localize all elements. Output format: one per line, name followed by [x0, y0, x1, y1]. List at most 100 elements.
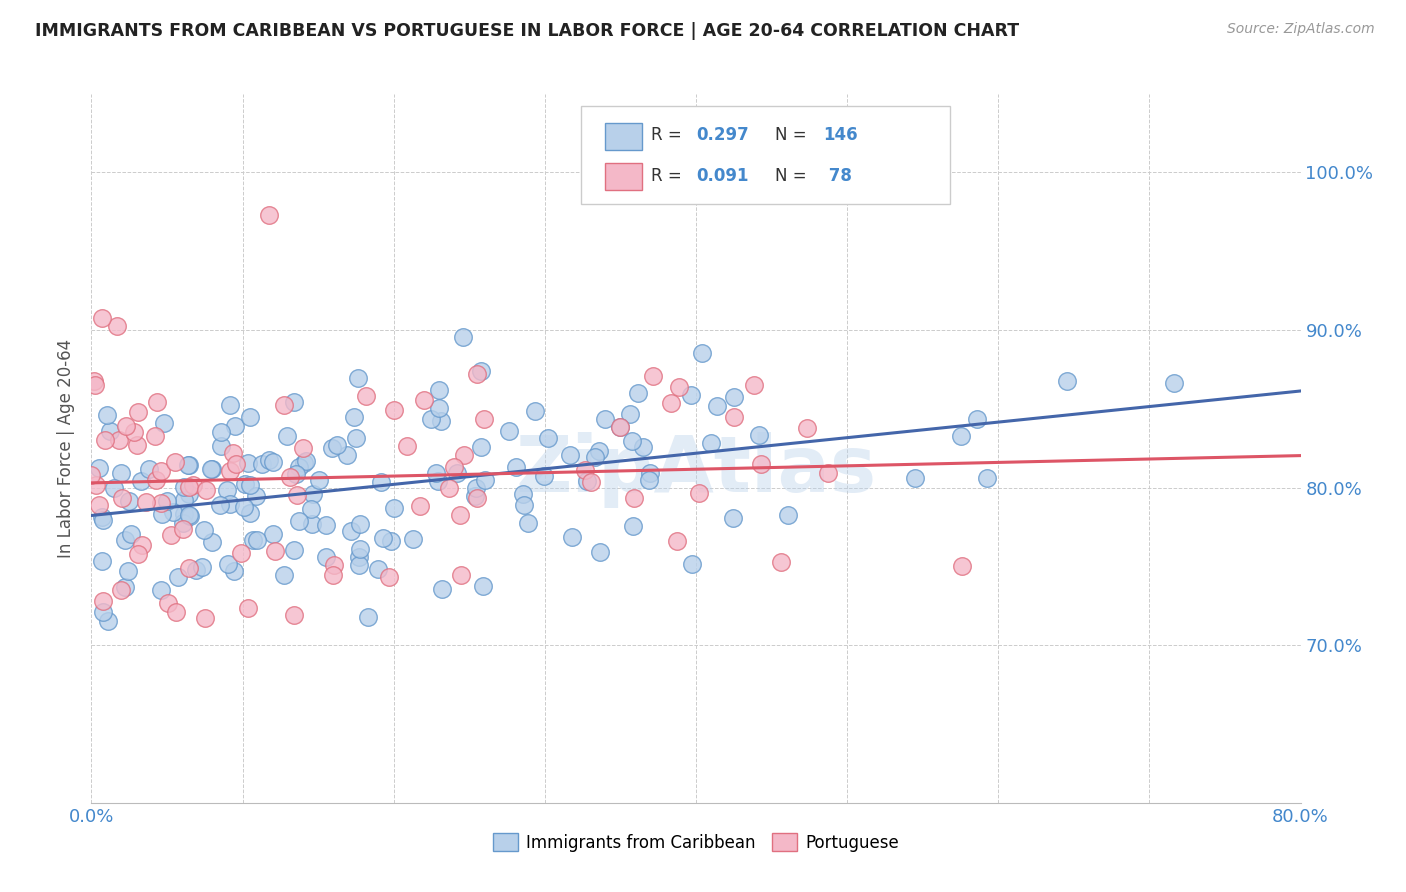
Point: [641, 369, 664, 384]
Point: [357, 610, 380, 624]
Point: [474, 473, 496, 487]
Point: [349, 516, 371, 531]
Point: [742, 378, 765, 392]
Point: [143, 429, 166, 443]
Point: [465, 368, 488, 382]
Point: [315, 550, 337, 565]
Point: [80, 467, 103, 482]
Point: [620, 434, 643, 448]
Point: [108, 433, 131, 447]
Point: [285, 488, 308, 502]
Point: [950, 559, 973, 574]
Point: [233, 476, 256, 491]
Point: [427, 401, 450, 416]
Point: [236, 601, 259, 615]
Point: [579, 475, 602, 490]
Point: [229, 546, 252, 560]
Point: [292, 457, 315, 471]
Y-axis label: In Labor Force | Age 20-64: In Labor Force | Age 20-64: [58, 339, 76, 558]
Text: 146: 146: [823, 127, 858, 145]
Point: [402, 532, 425, 546]
Point: [257, 453, 280, 467]
Point: [413, 392, 436, 407]
Point: [135, 495, 157, 509]
Point: [464, 489, 486, 503]
Point: [110, 582, 132, 597]
Point: [378, 570, 401, 584]
Point: [127, 437, 149, 451]
Point: [245, 489, 267, 503]
Point: [574, 463, 596, 477]
Point: [966, 412, 988, 426]
Bar: [605, 163, 641, 190]
Point: [262, 527, 284, 541]
Point: [380, 533, 402, 548]
Point: [200, 462, 222, 476]
Point: [395, 439, 418, 453]
Text: R =: R =: [651, 127, 688, 145]
Point: [87, 499, 110, 513]
Point: [127, 547, 149, 561]
Point: [524, 403, 547, 417]
Point: [201, 534, 224, 549]
Point: [194, 611, 217, 625]
Point: [103, 481, 125, 495]
Text: IMMIGRANTS FROM CARIBBEAN VS PORTUGUESE IN LABOR FORCE | AGE 20-64 CORRELATION C: IMMIGRANTS FROM CARIBBEAN VS PORTUGUESE …: [35, 22, 1019, 40]
Point: [512, 487, 534, 501]
Point: [637, 473, 659, 487]
Point: [225, 457, 247, 471]
Point: [177, 486, 200, 500]
Point: [153, 416, 176, 430]
Point: [335, 448, 357, 462]
Point: [904, 471, 927, 485]
Point: [283, 543, 305, 558]
Point: [150, 583, 173, 598]
Point: [91, 510, 114, 524]
Point: [609, 419, 631, 434]
Point: [533, 468, 555, 483]
Point: [222, 565, 245, 579]
Point: [167, 570, 190, 584]
Point: [217, 557, 239, 571]
Text: N =: N =: [775, 167, 811, 185]
Point: [427, 383, 450, 397]
Point: [179, 508, 201, 523]
Point: [209, 425, 232, 439]
Point: [343, 410, 366, 425]
Point: [299, 502, 322, 516]
Text: Source: ZipAtlas.com: Source: ZipAtlas.com: [1227, 22, 1375, 37]
Point: [315, 517, 337, 532]
Point: [817, 466, 839, 480]
Point: [90, 311, 112, 326]
Text: 0.091: 0.091: [696, 167, 748, 185]
Point: [83, 378, 105, 392]
Point: [295, 454, 318, 468]
Point: [238, 409, 260, 424]
Point: [131, 538, 153, 552]
Point: [681, 388, 703, 402]
Point: [668, 379, 690, 393]
Point: [278, 470, 301, 484]
Point: [356, 389, 378, 403]
Point: [257, 208, 280, 222]
Point: [118, 494, 141, 508]
Point: [470, 364, 492, 378]
Point: [344, 431, 367, 445]
Point: [273, 398, 295, 412]
Point: [150, 496, 173, 510]
Point: [470, 441, 492, 455]
Point: [276, 429, 298, 443]
Point: [219, 398, 242, 412]
Point: [537, 432, 560, 446]
Point: [91, 605, 114, 619]
Point: [273, 568, 295, 582]
Point: [453, 330, 475, 344]
Point: [706, 399, 728, 413]
Point: [749, 457, 772, 471]
Point: [224, 419, 246, 434]
Point: [371, 531, 394, 545]
Point: [111, 491, 134, 506]
Point: [446, 466, 468, 480]
Point: [291, 441, 314, 455]
Point: [723, 510, 745, 524]
